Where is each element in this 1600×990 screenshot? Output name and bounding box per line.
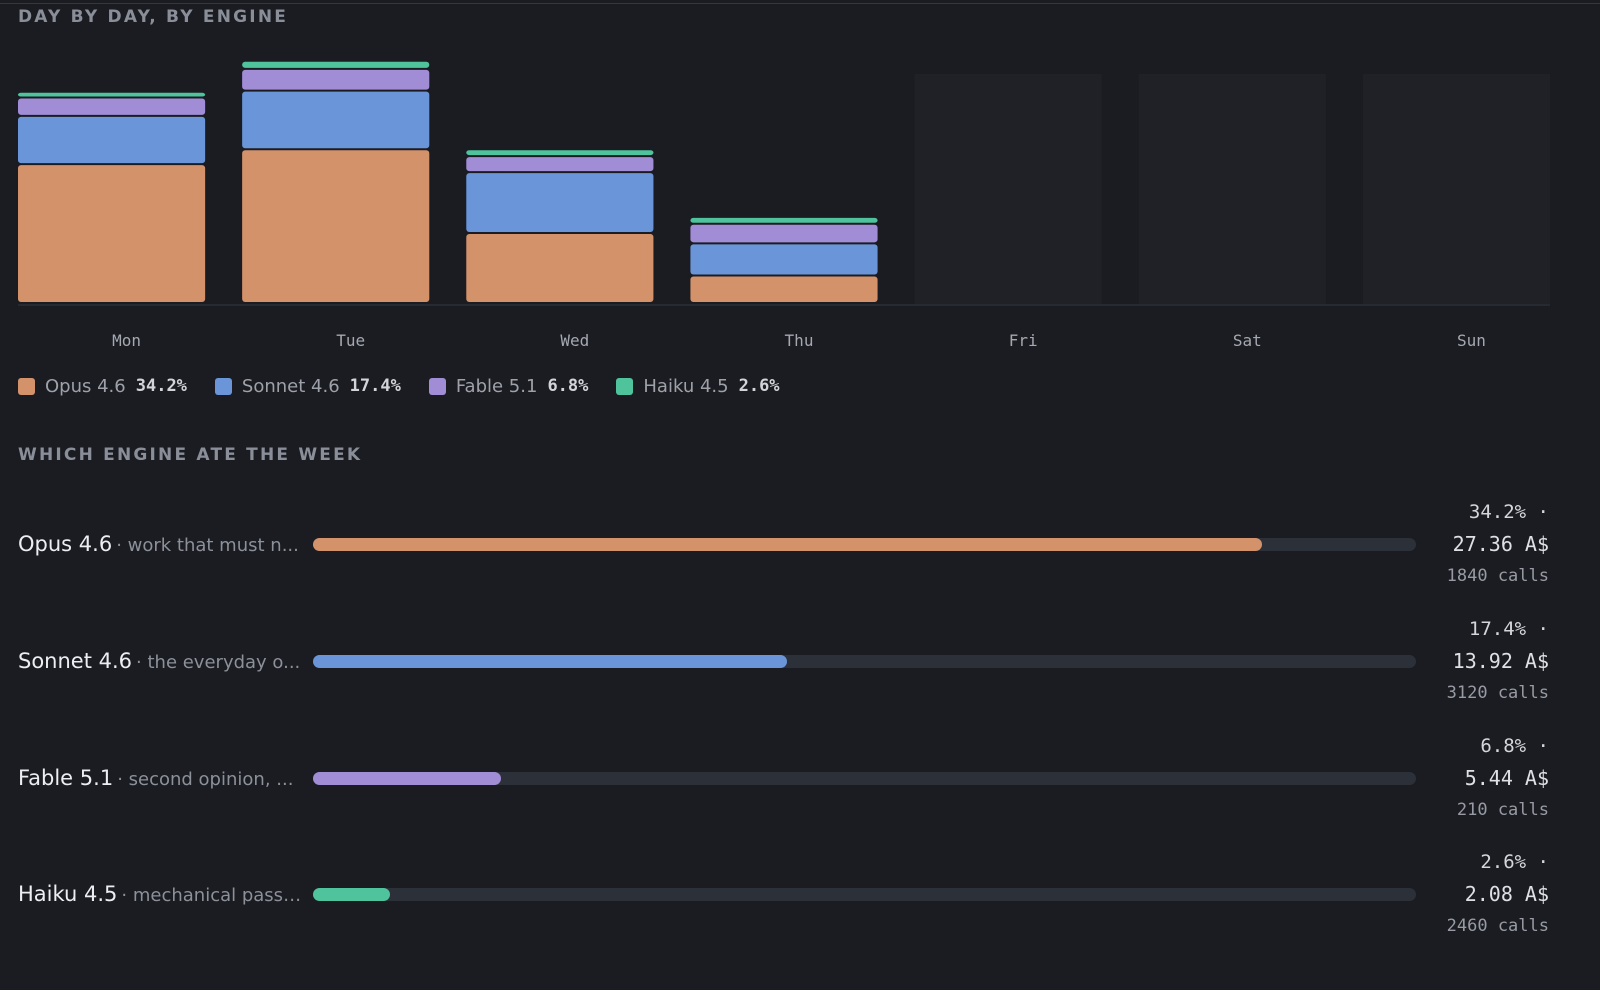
engine-percentage: 6.8% · xyxy=(1480,735,1549,757)
engine-row-haiku: Haiku 4.5 · mechanical passes 2.6% · 2.0… xyxy=(0,850,1600,950)
legend-percentage: 17.4% xyxy=(349,376,401,396)
x-tick-label: Tue xyxy=(336,331,365,350)
engine-name: Opus 4.6 xyxy=(18,532,113,556)
bar-segment xyxy=(242,69,430,90)
bar-segment xyxy=(242,150,430,302)
bar-segment xyxy=(18,92,206,97)
bar-segment xyxy=(466,157,654,172)
engine-calls: 1840 calls xyxy=(1446,566,1549,586)
engine-stats: 34.2% · 27.36 A$ 1840 calls xyxy=(1349,497,1549,591)
engine-row-opus: Opus 4.6 · work that must n... 34.2% · 2… xyxy=(0,500,1600,600)
legend-item-fable: Fable 5.1 6.8% xyxy=(428,375,589,397)
engine-share-bar xyxy=(313,655,1416,668)
x-tick-label: Mon xyxy=(112,331,141,350)
engine-label: Sonnet 4.6 · the everyday o... xyxy=(18,649,303,673)
bar-segment xyxy=(18,98,206,115)
engine-cost: 5.44 A$ xyxy=(1464,766,1549,790)
engine-stats: 17.4% · 13.92 A$ 3120 calls xyxy=(1349,614,1549,708)
engine-stats: 2.6% · 2.08 A$ 2460 calls xyxy=(1349,847,1549,941)
empty-day-bar xyxy=(914,74,1102,304)
engine-share-fill xyxy=(313,655,788,668)
engine-share-bar xyxy=(313,538,1416,551)
bar-segment xyxy=(690,276,878,302)
engine-percentage: 17.4% · xyxy=(1468,618,1549,640)
engine-share-fill xyxy=(313,538,1262,551)
bar-segment xyxy=(18,165,206,302)
engine-calls: 210 calls xyxy=(1456,800,1549,820)
chart-legend: Opus 4.6 34.2% Sonnet 4.6 17.4% Fable 5.… xyxy=(18,374,808,398)
legend-swatch xyxy=(428,377,446,395)
top-divider xyxy=(0,3,1600,4)
engine-description: · the everyday o... xyxy=(136,652,301,673)
engine-stats: 6.8% · 5.44 A$ 210 calls xyxy=(1349,731,1549,825)
legend-label: Opus 4.6 xyxy=(45,375,126,397)
daily-chart-title: DAY BY DAY, BY ENGINE xyxy=(18,7,289,27)
legend-item-haiku: Haiku 4.5 2.6% xyxy=(616,375,780,397)
bar-segment xyxy=(466,173,654,232)
legend-label: Sonnet 4.6 xyxy=(241,375,340,397)
x-tick-label: Wed xyxy=(560,331,589,350)
engine-description: · work that must n... xyxy=(116,535,299,556)
engine-calls: 3120 calls xyxy=(1446,683,1549,703)
engine-cost: 2.08 A$ xyxy=(1464,882,1549,906)
engine-name: Sonnet 4.6 xyxy=(18,649,133,673)
daily-stacked-bar-chart: Mon Tue Wed Thu Fri Sat Sun xyxy=(18,61,1550,350)
engine-share-fill xyxy=(313,888,391,901)
x-tick-label: Fri xyxy=(1009,331,1038,350)
bar-segment xyxy=(690,217,878,223)
engine-description: · mechanical passes xyxy=(121,885,303,906)
legend-swatch xyxy=(18,377,35,395)
engine-label: Fable 5.1 · second opinion, ... xyxy=(18,766,303,790)
bar-segment xyxy=(690,244,878,275)
legend-percentage: 2.6% xyxy=(738,376,780,396)
empty-day-bar xyxy=(1138,74,1326,304)
engine-name: Fable 5.1 xyxy=(18,766,114,790)
legend-percentage: 6.8% xyxy=(547,376,589,396)
legend-percentage: 34.2% xyxy=(135,376,187,396)
engine-share-fill xyxy=(313,772,501,785)
engine-calls: 2460 calls xyxy=(1446,916,1549,936)
bar-segment xyxy=(690,224,878,243)
engine-description: · second opinion, ... xyxy=(117,769,294,790)
x-tick-label: Sat xyxy=(1233,331,1262,350)
empty-day-bar xyxy=(1362,74,1550,304)
engine-label: Opus 4.6 · work that must n... xyxy=(18,532,303,556)
bar-segment xyxy=(242,91,430,149)
engine-cost: 13.92 A$ xyxy=(1452,649,1549,673)
legend-label: Haiku 4.5 xyxy=(643,375,729,397)
engine-row-fable: Fable 5.1 · second opinion, ... 6.8% · 5… xyxy=(0,734,1600,834)
engine-share-bar xyxy=(313,888,1416,901)
bar-segment xyxy=(466,150,654,156)
bar-segment xyxy=(466,233,654,302)
legend-swatch xyxy=(616,377,634,395)
bar-segment xyxy=(18,116,206,164)
weekly-breakdown-title: WHICH ENGINE ATE THE WEEK xyxy=(18,445,363,465)
engine-name: Haiku 4.5 xyxy=(18,882,118,906)
x-tick-label: Thu xyxy=(785,331,814,350)
engine-percentage: 2.6% · xyxy=(1480,851,1549,873)
legend-item-sonnet: Sonnet 4.6 17.4% xyxy=(214,375,401,397)
legend-label: Fable 5.1 xyxy=(455,375,538,397)
engine-percentage: 34.2% · xyxy=(1468,501,1549,523)
bar-segment xyxy=(242,61,430,68)
engine-row-sonnet: Sonnet 4.6 · the everyday o... 17.4% · 1… xyxy=(0,617,1600,717)
legend-swatch xyxy=(214,377,232,395)
x-tick-label: Sun xyxy=(1457,331,1486,350)
legend-item-opus: Opus 4.6 34.2% xyxy=(18,376,187,397)
engine-share-bar xyxy=(313,772,1416,785)
engine-cost: 27.36 A$ xyxy=(1452,532,1549,556)
engine-label: Haiku 4.5 · mechanical passes xyxy=(18,882,303,906)
